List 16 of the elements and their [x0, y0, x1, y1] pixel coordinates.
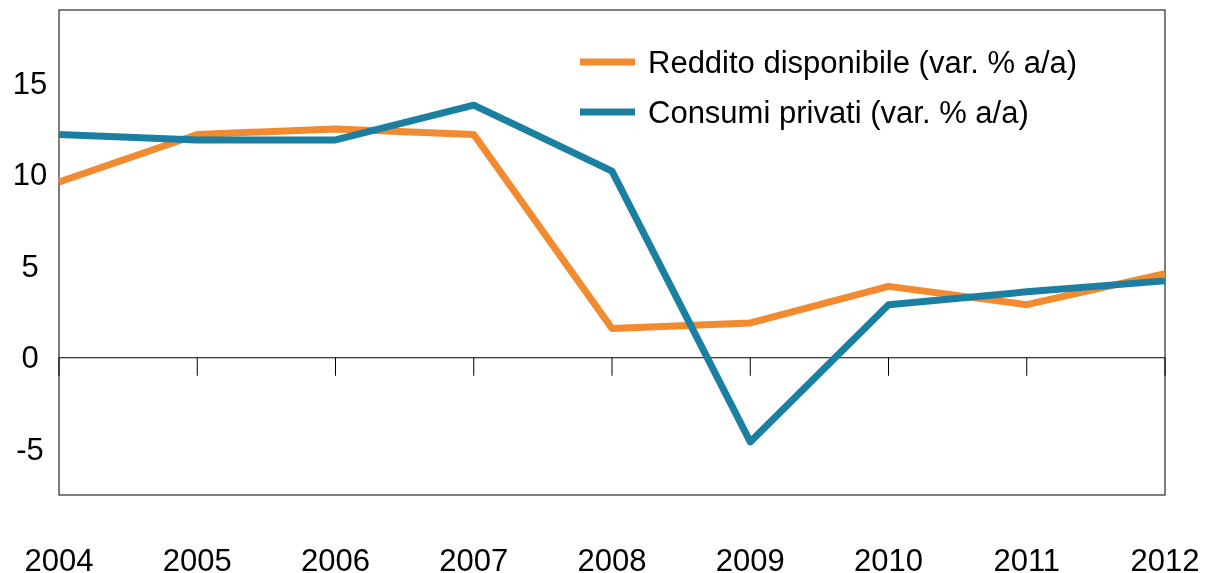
x-tick-label: 2004 — [24, 543, 94, 573]
x-tick-label: 2008 — [577, 543, 647, 573]
x-tick-label: 2009 — [715, 543, 785, 573]
x-tick-label: 2011 — [993, 543, 1061, 573]
y-tick-label: 0 — [21, 340, 39, 376]
x-tick-label: 2010 — [854, 543, 923, 573]
x-tick-label: 2005 — [162, 543, 232, 573]
legend-label: Reddito disponibile (var. % a/a) — [648, 45, 1078, 80]
y-tick-label: 15 — [12, 65, 48, 101]
legend-label: Consumi privati (var. % a/a) — [648, 95, 1029, 130]
x-tick-label: 2012 — [1130, 543, 1200, 573]
x-tick-label: 2006 — [301, 543, 370, 573]
y-tick-label: 10 — [12, 157, 48, 193]
x-tick-label: 2007 — [439, 543, 509, 573]
y-tick-label: -5 — [16, 431, 44, 467]
y-tick-label: 5 — [21, 248, 39, 284]
